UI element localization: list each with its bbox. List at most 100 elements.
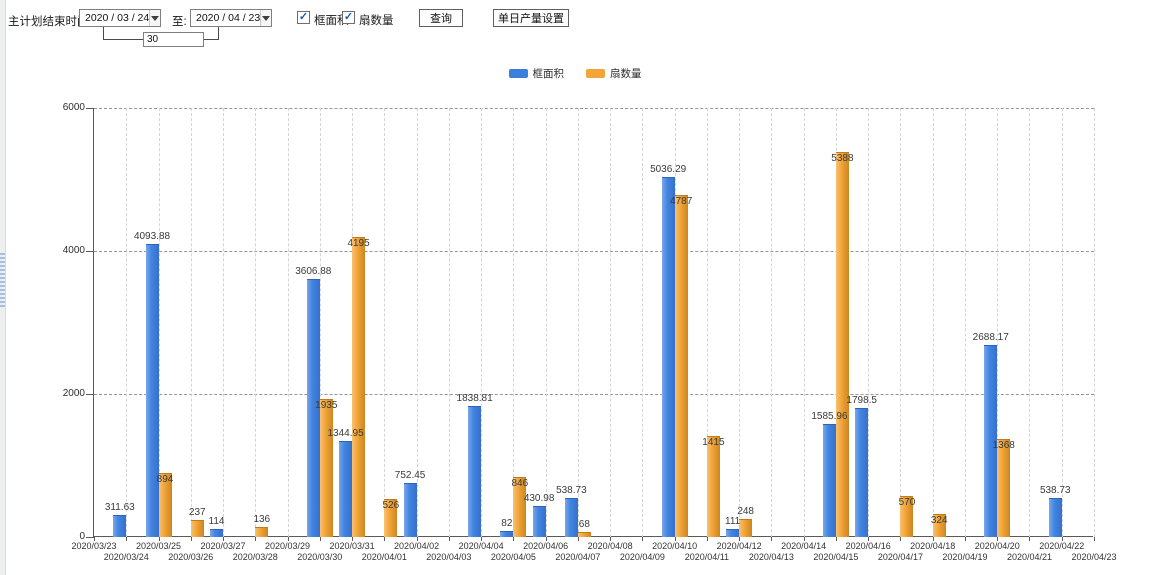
bar-sash-count <box>513 476 527 537</box>
date-to-value[interactable]: 2020 / 04 / 23 <box>196 12 261 24</box>
x-axis-label: 2020/03/26 <box>168 552 214 562</box>
x-axis-tick <box>706 537 708 541</box>
x-axis-label: 2020/04/12 <box>716 541 762 551</box>
to-label: 至: <box>172 16 187 28</box>
x-axis-label: 2020/04/17 <box>877 552 923 562</box>
gridline-vertical <box>255 108 257 537</box>
x-axis-label: 2020/04/03 <box>426 552 472 562</box>
checkbox-sash-count-label[interactable]: 扇数量 <box>359 15 394 27</box>
x-axis-label: 2020/04/23 <box>1071 552 1117 562</box>
checkbox-frame-area-label[interactable]: 框面积 <box>314 15 349 27</box>
gridline-vertical <box>997 108 999 537</box>
scrollbar-thumb[interactable] <box>0 253 5 309</box>
bar-value-label: 1344.95 <box>327 427 364 439</box>
y-axis-label: 2000 <box>62 388 85 399</box>
gridline-vertical <box>416 108 418 537</box>
x-axis-tick <box>255 537 257 541</box>
daily-output-settings-button[interactable]: 单日产量设置 <box>493 9 569 27</box>
y-axis-label: 0 <box>79 531 85 542</box>
checkmark-icon: ✓ <box>298 10 309 23</box>
x-axis-tick <box>513 537 515 541</box>
y-axis-tick <box>86 108 94 109</box>
x-axis-label: 2020/04/10 <box>652 541 698 551</box>
bar-frame-area <box>306 279 320 537</box>
query-button[interactable]: 查询 <box>419 9 463 27</box>
x-axis-label: 2020/04/14 <box>781 541 827 551</box>
y-axis-tick <box>86 251 94 252</box>
bar-value-label: 526 <box>382 500 400 512</box>
gridline-vertical <box>1061 108 1063 537</box>
bar-value-label: 538.73 <box>556 485 587 497</box>
checkbox-sash-count[interactable]: ✓ <box>342 11 355 24</box>
bar-value-label: 430.98 <box>523 493 555 505</box>
bar-frame-area <box>564 498 578 537</box>
bar-value-label: 1368 <box>992 440 1015 452</box>
x-axis-label: 2020/04/05 <box>490 552 536 562</box>
connector-line <box>103 27 104 40</box>
bar-sash-count <box>739 519 753 537</box>
gridline-vertical <box>448 108 450 537</box>
gridline-vertical <box>1094 108 1095 537</box>
bar-sash-count <box>384 499 398 537</box>
date-from-value[interactable]: 2020 / 03 / 24 <box>85 12 150 24</box>
bar-value-label: 248 <box>737 506 754 518</box>
legend-swatch-orange <box>586 69 605 78</box>
bar-frame-area <box>145 244 159 537</box>
bar-value-label: 324 <box>930 514 948 526</box>
x-axis-tick <box>835 537 837 541</box>
chevron-down-icon <box>151 15 160 21</box>
gridline-vertical <box>545 108 547 537</box>
bar-value-label: 136 <box>253 514 271 526</box>
bar-value-label: 4787 <box>670 195 693 207</box>
date-to-picker[interactable]: 2020 / 04 / 23 <box>190 9 272 27</box>
x-axis-label: 2020/04/20 <box>974 541 1020 551</box>
bar-value-label: 538.73 <box>1039 485 1071 497</box>
legend-label: 框面积 <box>532 68 565 80</box>
bar-frame-area <box>855 408 869 537</box>
gridline-vertical <box>610 108 612 537</box>
bar-sash-count <box>352 237 366 537</box>
date-to-dropdown-button[interactable] <box>260 10 271 26</box>
gridline-vertical <box>158 108 160 537</box>
gridline-vertical <box>287 108 289 537</box>
bar-frame-area <box>726 529 740 537</box>
x-axis-tick <box>674 537 676 541</box>
x-axis-label: 2020/03/24 <box>103 552 149 562</box>
gridline-vertical <box>771 108 773 537</box>
y-axis-label: 4000 <box>62 245 85 256</box>
x-axis-tick <box>803 537 805 541</box>
gridline-horizontal <box>94 251 1094 252</box>
bar-value-label: 114 <box>208 515 225 527</box>
gridline-vertical <box>577 108 579 537</box>
x-axis-label: 2020/04/21 <box>1006 552 1052 562</box>
date-from-dropdown-button[interactable] <box>149 10 160 26</box>
x-axis-label: 2020/03/31 <box>329 541 375 551</box>
x-axis-tick <box>352 537 354 541</box>
gridline-vertical <box>384 108 386 537</box>
y-axis-tick <box>86 537 94 538</box>
x-axis-label: 2020/04/08 <box>587 541 633 551</box>
bar-value-label: 570 <box>898 497 916 509</box>
bar-frame-area <box>822 423 836 537</box>
x-axis-tick <box>448 537 450 541</box>
x-axis-tick <box>190 537 192 541</box>
x-axis-tick <box>868 537 870 541</box>
gridline-vertical <box>223 108 225 537</box>
x-axis-label: 2020/04/15 <box>813 552 859 562</box>
x-axis-label: 2020/04/07 <box>555 552 601 562</box>
bar-value-label: 1585.96 <box>811 410 848 422</box>
chevron-down-icon <box>262 15 271 21</box>
bar-frame-area <box>532 506 546 537</box>
checkbox-frame-area[interactable]: ✓ <box>297 11 310 24</box>
bar-sash-count <box>997 439 1011 537</box>
x-axis-tick <box>577 537 579 541</box>
gridline-vertical <box>900 108 902 537</box>
bar-value-label: 846 <box>511 477 529 489</box>
interval-days-input[interactable]: 30 <box>143 32 204 47</box>
legend-item-sash-count: 扇数量 <box>586 66 642 81</box>
x-axis-tick <box>964 537 966 541</box>
date-from-picker[interactable]: 2020 / 03 / 24 <box>79 9 161 27</box>
bar-value-label: 111 <box>725 516 741 528</box>
bar-value-label: 894 <box>156 474 174 486</box>
